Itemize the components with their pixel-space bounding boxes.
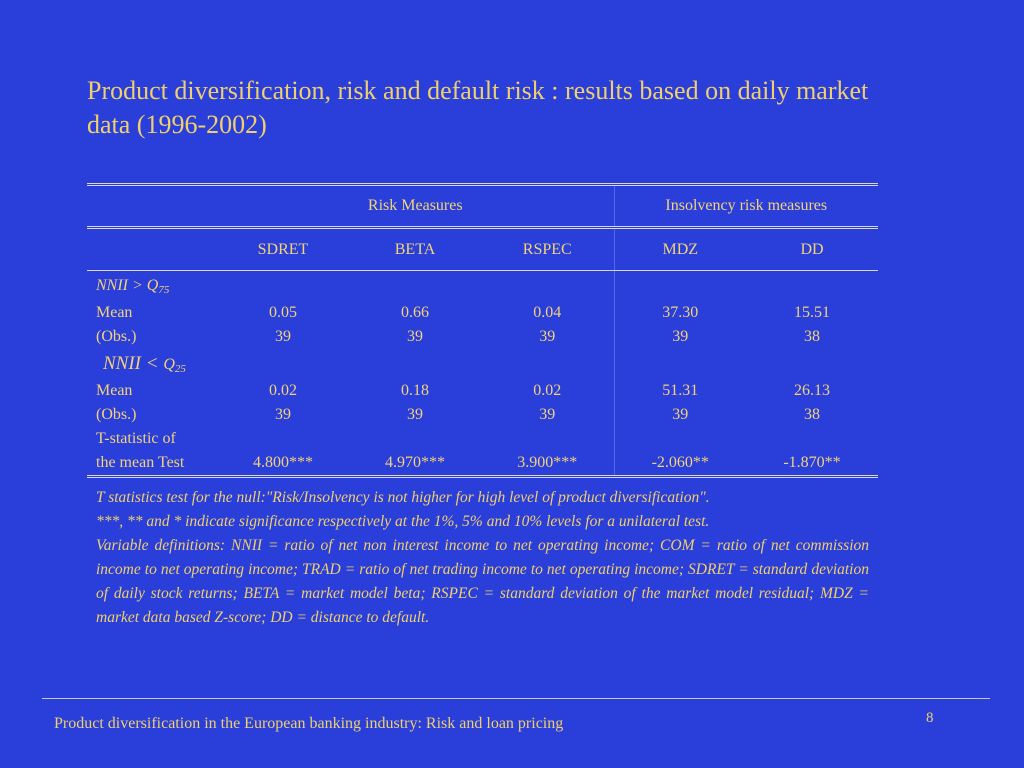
cell: 15.51 [794,304,830,321]
cell: 4.800*** [217,451,349,478]
column-dd: DD [746,226,879,271]
cell: 0.04 [533,304,562,321]
cell: -1.870** [746,451,879,478]
cell: 0.18 [401,382,429,399]
cond-q: Q [163,356,175,373]
cell: 4.970*** [349,451,481,478]
footer-divider [42,698,990,699]
cond-q: Q [146,276,159,294]
cell: 38 [804,328,820,345]
table-notes: T statistics test for the null:"Risk/Ins… [96,486,869,630]
cell: 39 [407,406,423,423]
cell: 39 [275,328,291,345]
cond-sub: 75 [158,283,170,296]
cell: 37.30 [613,301,746,325]
cond-var: NNII [103,353,141,374]
cell: 0.02 [269,382,297,399]
cell: 0.05 [269,304,297,321]
row-label: T-statistic of [96,430,176,447]
column-mdz: MDZ [613,226,746,271]
cell: 39 [613,403,746,427]
slide-title: Product diversification, risk and defaul… [87,76,869,139]
column-sdret: SDRET [217,226,349,271]
cond-op: < [145,353,159,374]
row-label: Mean [96,304,133,321]
column-beta: BETA [349,226,481,271]
note-significance: ***, ** and * indicate significance resp… [96,513,710,530]
condition-low: NNII < Q25 [87,349,614,379]
note-null-hypothesis: T statistics test for the null:"Risk/Ins… [96,489,710,506]
cell: 39 [613,325,746,349]
cell: 39 [539,406,556,423]
cell: 38 [804,406,820,423]
cell: 26.13 [794,382,830,399]
column-blank [87,226,217,271]
row-label: the mean Test [87,451,217,478]
row-label: Mean [96,382,133,399]
insolvency-header: Insolvency risk measures [613,183,879,228]
note-definitions: Variable definitions: NNII = ratio of ne… [96,537,869,626]
page-number: 8 [926,710,934,726]
cell: -2.060** [613,451,746,478]
cell: 0.02 [533,382,562,399]
cell: 0.66 [401,304,429,321]
column-rspec: RSPEC [481,226,614,271]
footer-text: Product diversification in the European … [54,715,564,732]
header-blank [87,183,217,228]
cond-var: NNII [96,276,128,294]
cell: 39 [275,406,291,423]
row-label: (Obs.) [96,406,137,423]
condition-high: NNII > Q75 [87,271,614,302]
cell: 51.31 [613,379,746,403]
cell: 39 [539,328,556,345]
cell: 3.900*** [481,451,614,478]
cell: 39 [407,328,423,345]
row-label: (Obs.) [96,328,137,345]
results-table: Risk Measures Insolvency risk measures S… [87,183,879,478]
risk-measures-header: Risk Measures [217,183,614,228]
cond-op: > [132,276,143,294]
cond-sub: 25 [174,363,186,375]
